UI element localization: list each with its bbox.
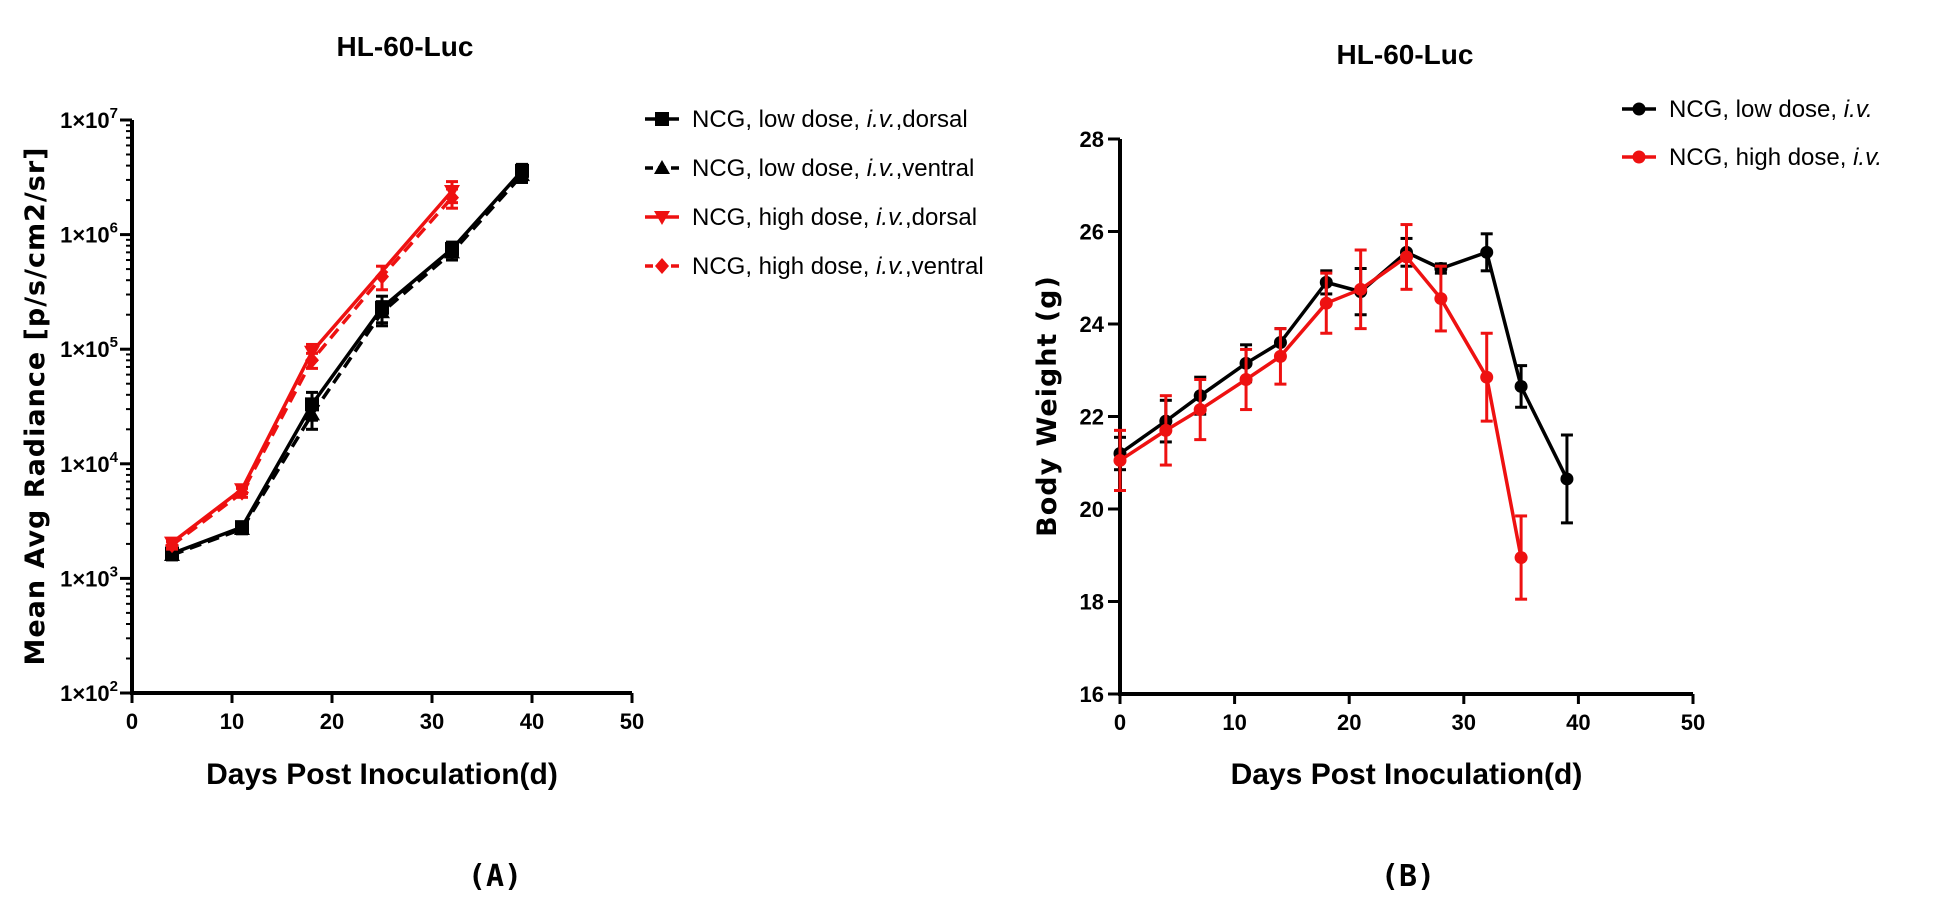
data-point [1354, 282, 1368, 296]
x-axis-label: Days Post Inoculation(d) [1231, 758, 1583, 791]
series-2 [164, 167, 530, 562]
series-line [1118, 250, 1569, 480]
legend-label: NCG, low dose, i.v. [1669, 96, 1873, 123]
data-point [375, 268, 389, 285]
legend-label: NCG, high dose, i.v.,dorsal [692, 204, 977, 231]
series-line [170, 196, 454, 547]
data-point [164, 547, 180, 562]
legend-entry: NCG, high dose, i.v.,ventral [645, 253, 984, 280]
y-tick-label: 28 [1080, 127, 1104, 152]
data-point [1514, 551, 1528, 565]
y-tick-label: 26 [1080, 220, 1104, 245]
chart-a: HL-60-Luc 0 10 20 30 40 50 1×102 1×103 1×104 1×105… [20, 31, 984, 894]
y-tick-label: 22 [1080, 405, 1104, 430]
data-point [444, 244, 460, 259]
x-tick-label: 0 [126, 709, 138, 734]
y-tick-label: 1×103 [60, 563, 118, 591]
data-point [304, 406, 320, 421]
data-point [1193, 403, 1207, 417]
data-point [1239, 373, 1253, 386]
data-point [1400, 250, 1413, 264]
legend-entry: NCG, low dose, i.v.,dorsal [645, 106, 968, 133]
x-tick-label: 10 [220, 709, 244, 734]
data-point [1434, 292, 1448, 306]
x-tick-label: 40 [1566, 710, 1590, 735]
data-point [235, 484, 249, 501]
legend-label: NCG, high dose, i.v.,ventral [692, 253, 984, 280]
legend-entry: NCG, high dose, i.v. [1622, 144, 1882, 171]
legend-entry: NCG, low dose, i.v.,ventral [645, 155, 974, 182]
legend-label: NCG, low dose, i.v.,dorsal [692, 106, 968, 133]
series-2 [1113, 223, 1528, 601]
legend-marker [654, 211, 670, 225]
data-point [1113, 453, 1127, 467]
data-point [374, 304, 390, 319]
legend-entry: NCG, low dose, i.v. [1622, 96, 1873, 123]
x-axis-label: Days Post Inoculation(d) [206, 758, 558, 791]
x-tick-label: 30 [420, 709, 444, 734]
x-tick-label: 10 [1222, 710, 1246, 735]
y-tick-label: 1×105 [60, 334, 118, 362]
y-axis-label: Mean Avg Radiance [p/s/cm2/sr] [20, 146, 51, 665]
data-point [445, 189, 459, 206]
y-tick-label: 1×107 [60, 105, 118, 133]
x-tick-label: 30 [1452, 710, 1476, 735]
data-point [1159, 423, 1173, 437]
y-tick-label: 1×106 [60, 220, 118, 248]
y-tick-label: 20 [1080, 497, 1104, 522]
y-tick-label: 1×102 [60, 678, 118, 706]
data-point [234, 520, 250, 535]
legend-marker [1632, 150, 1646, 164]
x-tick-label: 20 [320, 709, 344, 734]
legend-label: NCG, high dose, i.v. [1669, 144, 1882, 171]
data-point [1273, 349, 1287, 363]
legend-marker [1632, 102, 1646, 116]
legend-marker [655, 258, 669, 274]
panel-label: (B) [1381, 859, 1435, 894]
data-point [1560, 472, 1574, 486]
data-point [1514, 379, 1528, 393]
panel-label: (A) [468, 859, 522, 894]
series-4 [165, 187, 459, 554]
y-tick-label: 16 [1080, 682, 1104, 707]
y-axis-label: Body Weight (g) [1032, 275, 1063, 537]
x-tick-label: 40 [520, 709, 544, 734]
chart-title: HL-60-Luc [337, 31, 474, 62]
data-point [165, 537, 179, 554]
data-point [305, 352, 319, 369]
y-tick-label: 18 [1080, 590, 1104, 615]
legend-entry: NCG, high dose, i.v.,dorsal [645, 204, 977, 231]
legend-label: NCG, low dose, i.v.,ventral [692, 155, 974, 182]
y-tick-label: 24 [1080, 312, 1105, 337]
data-point [1319, 296, 1333, 310]
x-tick-label: 50 [620, 709, 644, 734]
series-line [171, 174, 524, 557]
x-tick-label: 50 [1681, 710, 1705, 735]
y-tick-label: 1×104 [60, 449, 119, 477]
data-point [514, 167, 530, 182]
data-point [1480, 370, 1494, 384]
chart-b: HL-60-Luc 0 10 20 30 40 50 16 18 20 22 24 26 28 Days P… [1032, 39, 1882, 894]
legend-marker [654, 160, 670, 174]
x-tick-label: 0 [1114, 710, 1126, 735]
data-point [1480, 245, 1494, 259]
chart-title: HL-60-Luc [1337, 39, 1474, 70]
x-tick-label: 20 [1337, 710, 1361, 735]
legend-marker [655, 112, 669, 126]
